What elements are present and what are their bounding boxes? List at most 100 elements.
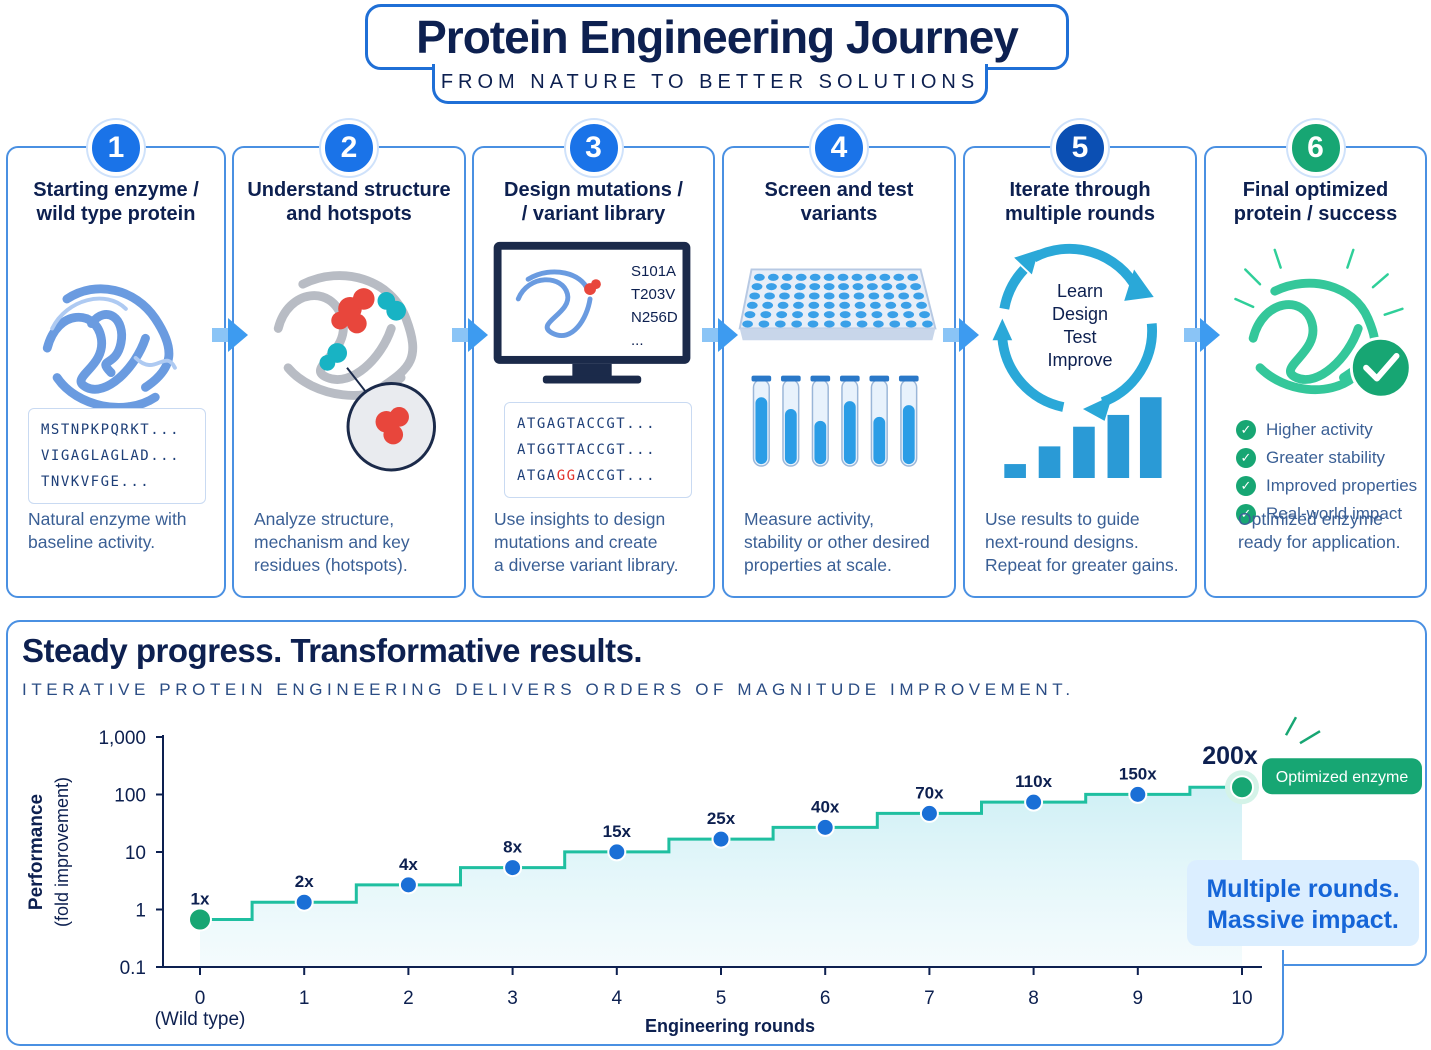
well <box>823 283 835 291</box>
step-3-title: Design mutations / / variant library <box>480 178 707 226</box>
step-2-badge: 2 <box>321 120 377 176</box>
step-3-dna-sequence: ATGAGTACCGT... ATGGTTACCGT... ATGAGGACCG… <box>504 402 692 498</box>
data-label: 2x <box>295 872 314 891</box>
desc-line: a diverse variant library. <box>494 555 679 575</box>
well <box>887 311 899 319</box>
well <box>840 320 852 328</box>
dna-segment: ACCGT... <box>576 468 657 484</box>
tube-liquid <box>814 420 827 465</box>
data-point <box>398 875 418 895</box>
step-3-panel: 3 Design mutations / / variant library S… <box>472 120 715 598</box>
mutation-item: N256D <box>631 309 678 326</box>
x-tick-label: 2 <box>403 988 414 1009</box>
data-label-final: 200x <box>1202 742 1258 770</box>
step-1-panel: 1 Starting enzyme / wild type protein MS… <box>6 120 226 598</box>
well <box>907 273 919 281</box>
well <box>793 301 804 309</box>
y-tick-label: 1 <box>135 901 146 922</box>
well <box>823 273 835 281</box>
well <box>764 292 775 300</box>
flow-arrow-icon <box>702 318 738 352</box>
well <box>853 292 865 300</box>
cycle-labels: Learn Design Test Improve <box>965 280 1195 372</box>
x-tick-label: 4 <box>612 988 623 1009</box>
benefit-label: Real-world impact <box>1266 504 1403 523</box>
chart-heading: Steady progress. Transformative results. <box>22 632 643 669</box>
well <box>807 320 819 328</box>
step-2-title-line2: and hotspots <box>286 203 412 225</box>
page-subtitle: FROM NATURE TO BETTER SOLUTIONS <box>440 71 980 93</box>
well <box>885 301 897 309</box>
step-6-panel: 6 Final optimized protein / success ✓ Hig… <box>1204 120 1427 598</box>
step-1-sequence: MSTNPKPQRKT... VIGAGLAGLAD... TNVKVFGE..… <box>28 408 206 504</box>
subtitle-banner: FROM NATURE TO BETTER SOLUTIONS <box>432 64 988 104</box>
dna-line: ATGGTTACCGT... <box>517 437 679 463</box>
desc-line: Optimized enzyme <box>1238 509 1383 529</box>
step-1-title-line1: Starting enzyme / <box>33 179 199 201</box>
structure-hotspot-icon <box>273 271 436 472</box>
check-icon: ✓ <box>1236 448 1256 468</box>
dna-segment: ATGGTTACCGT... <box>517 442 657 458</box>
optimized-protein-icon <box>1234 248 1412 399</box>
step-2-title-line1: Understand structure <box>247 179 451 201</box>
data-point <box>188 907 212 932</box>
step-6-description: Optimized enzyme ready for application. <box>1238 508 1415 554</box>
well <box>823 320 835 328</box>
dna-mutation-highlight: GG <box>556 468 577 484</box>
y-axis-label: Performance <box>26 794 47 910</box>
tube-liquid <box>755 397 768 465</box>
x-first-sublabel: (Wild type) <box>155 1009 246 1030</box>
step-4-title: Screen and test variants <box>730 178 948 226</box>
tube-cap <box>781 375 801 382</box>
well <box>837 273 849 281</box>
benefit-list: ✓ Higher activity ✓ Greater stability ✓ Imp… <box>1236 416 1417 528</box>
check-icon: ✓ <box>1236 504 1256 524</box>
well <box>779 292 790 300</box>
x-tick-label: 1 <box>299 988 310 1009</box>
benefit-item: ✓ Higher activity <box>1236 416 1417 444</box>
impact-callout: Multiple rounds. Massive impact. <box>1187 860 1419 946</box>
data-label: 4x <box>399 855 418 874</box>
tube-liquid <box>873 416 886 465</box>
well <box>795 273 807 281</box>
title-banner: Protein Engineering Journey <box>365 4 1069 70</box>
data-point <box>711 829 731 849</box>
step-6-title-line1: Final optimized <box>1242 179 1389 201</box>
step-2-panel: 2 Understand structure and hotspots Anal… <box>232 120 466 598</box>
well <box>809 273 821 281</box>
step-6-title: Final optimized protein / success <box>1212 178 1419 226</box>
well <box>866 283 878 291</box>
tube-cap <box>839 375 860 382</box>
well <box>767 273 779 281</box>
step-3-title-line1: Design mutations / <box>504 179 683 201</box>
x-tick-label: 10 <box>1231 988 1252 1009</box>
well <box>916 301 927 309</box>
desc-line: Natural enzyme with <box>28 509 187 529</box>
step-5-title: Iterate through multiple rounds <box>971 178 1189 226</box>
well <box>905 320 917 328</box>
x-tick-label: 3 <box>507 988 518 1009</box>
well <box>855 311 867 319</box>
x-tick-label: 9 <box>1133 988 1144 1009</box>
data-label: 40x <box>811 797 840 816</box>
well <box>794 283 806 291</box>
step-4-description: Measure activity, stability or other des… <box>744 508 944 577</box>
mutation-item: T203V <box>631 286 676 303</box>
well <box>808 292 820 300</box>
step-5-badge: 5 <box>1052 120 1108 176</box>
step-5-panel: 5 Iterate through multiple rounds Learn … <box>963 120 1197 598</box>
well <box>823 292 835 300</box>
desc-line: ready for application. <box>1238 532 1401 552</box>
wild-type-protein-icon <box>42 284 177 412</box>
cycle-label-test: Test <box>1063 327 1097 347</box>
desc-line: next-round designs. <box>985 532 1139 552</box>
data-label: 70x <box>915 783 944 802</box>
flow-arrow-icon <box>943 318 979 352</box>
benefit-item: ✓ Improved properties <box>1236 472 1417 500</box>
well <box>780 283 792 291</box>
well <box>776 311 788 319</box>
well <box>856 320 868 328</box>
well <box>793 292 805 300</box>
well <box>919 311 930 319</box>
step-1-title: Starting enzyme / wild type protein <box>14 178 218 226</box>
